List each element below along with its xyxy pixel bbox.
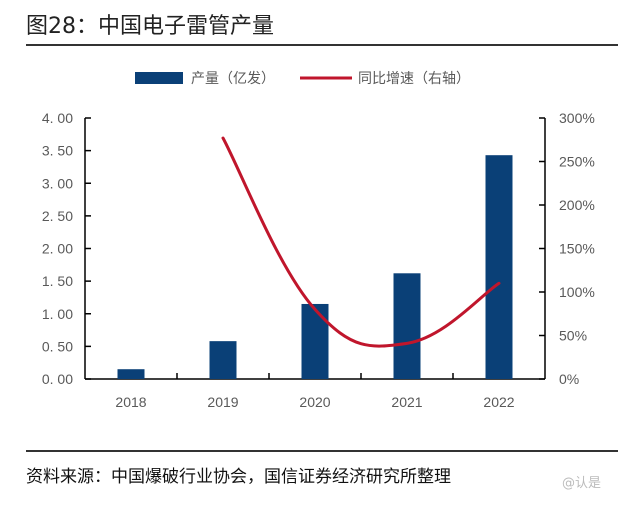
chart-title: 图28：中国电子雷管产量 — [26, 14, 274, 39]
legend-swatch-bar — [135, 72, 183, 84]
x-axis-tick-label: 2022 — [483, 394, 514, 410]
x-axis-tick-label: 2018 — [115, 394, 146, 410]
left-axis-tick-label: 3. 50 — [42, 143, 73, 159]
bar-2022 — [485, 155, 513, 379]
right-axis-tick-label: 300% — [559, 110, 595, 126]
chart: 0. 00 0. 50 1. 00 1. 50 2. 00 2. 50 3. 00 3. 50… — [42, 71, 595, 410]
left-axis-tick-label: 2. 50 — [42, 208, 73, 224]
right-axis-tick-label: 100% — [559, 284, 595, 300]
right-axis-tick-label: 150% — [559, 241, 595, 257]
left-axis-tick-label: 0. 50 — [42, 338, 73, 354]
x-axis-tick-label: 2020 — [299, 394, 330, 410]
right-axis-tick-label: 200% — [559, 197, 595, 213]
left-axis-tick-label: 1. 00 — [42, 306, 73, 322]
growth-rate-line — [221, 136, 501, 348]
legend-label-line: 同比增速（右轴） — [358, 71, 470, 87]
right-axis-tick-label: 0% — [559, 371, 579, 387]
source-note: 资料来源：中国爆破行业协会，国信证券经济研究所整理 — [26, 467, 451, 487]
x-axis-tick-label: 2021 — [391, 394, 422, 410]
bar-2021 — [393, 273, 421, 379]
left-axis-tick-label: 2. 00 — [42, 241, 73, 257]
left-axis-tick-label: 0. 00 — [42, 371, 73, 387]
watermark: @认是 — [562, 476, 602, 491]
x-axis-tick-label: 2019 — [207, 394, 238, 410]
bar-2020 — [301, 303, 329, 379]
bar-2018 — [117, 369, 145, 379]
left-axis-tick-label: 1. 50 — [42, 273, 73, 289]
title-divider — [26, 44, 618, 46]
legend-label-bar: 产量（亿发） — [191, 71, 275, 87]
bar-2019 — [209, 341, 237, 379]
left-axis-tick-label: 3. 00 — [42, 175, 73, 191]
right-axis-tick-label: 250% — [559, 154, 595, 170]
right-axis-tick-label: 50% — [559, 328, 587, 344]
source-divider — [26, 450, 618, 452]
left-axis-tick-label: 4. 00 — [42, 110, 73, 126]
